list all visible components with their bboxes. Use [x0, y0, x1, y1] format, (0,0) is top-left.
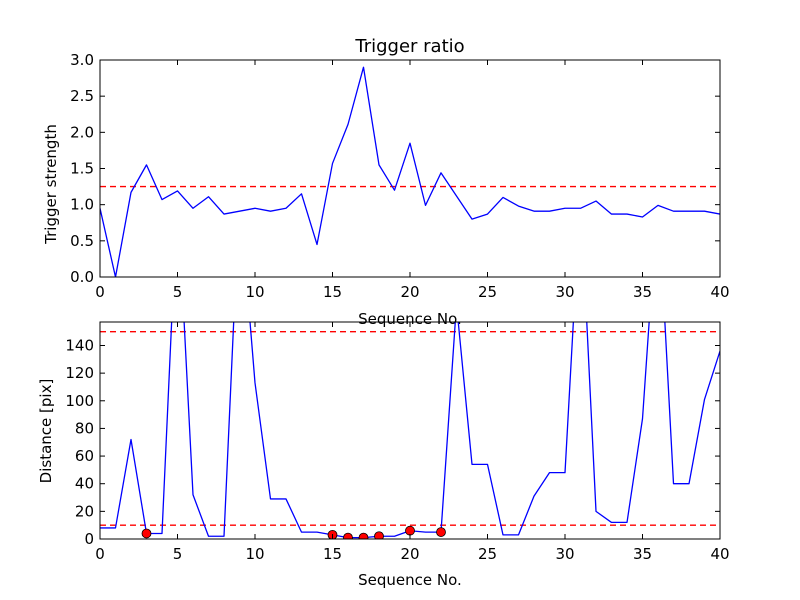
x-tick-label: 0: [95, 545, 105, 563]
x-tick-label: 5: [173, 545, 183, 563]
data-point-marker: [405, 525, 415, 536]
x-tick-label: 15: [323, 545, 342, 563]
data-point-marker: [141, 528, 152, 539]
x-tick-label: 20: [400, 283, 419, 301]
y-tick-label: 0: [84, 530, 94, 548]
plot-content: [100, 322, 720, 539]
axes-frame: [99, 321, 721, 540]
series-line: [100, 66, 720, 277]
distance-panel: Distance [pix] 0 5 10 15 20 25 30 35 40 0 20 40 60 80…: [37, 321, 730, 589]
x-tick-label: 15: [323, 283, 342, 301]
data-point-marker: [436, 527, 446, 537]
data-point-marker: [358, 532, 369, 539]
y-tick-label: 0.0: [70, 268, 94, 286]
y-tick-label: 0.5: [70, 232, 94, 250]
x-tick-label: 0: [95, 283, 105, 301]
y-tick-label: 3.0: [70, 51, 94, 69]
y-tick-label: 100: [65, 392, 94, 410]
x-tick-label: 40: [710, 545, 729, 563]
x-tick-label: 30: [555, 545, 574, 563]
x-tick-label: 5: [173, 283, 183, 301]
y-tick-label: 20: [75, 502, 94, 520]
x-tick-label: 25: [478, 545, 497, 563]
x-axis-label: Sequence No.: [358, 571, 462, 589]
series-line: [100, 322, 720, 539]
y-axis-label: Distance [pix]: [37, 379, 55, 484]
y-tick-label: 40: [75, 475, 94, 493]
axes-frame: [99, 59, 721, 278]
plot-content: [100, 66, 720, 277]
y-tick-label: 1.0: [70, 196, 94, 214]
chart-title: Trigger ratio: [354, 36, 464, 57]
x-tick-label: 20: [400, 545, 419, 563]
trigger-ratio-panel: Trigger ratio Trigger strength 0 5 10 15 20 2…: [42, 36, 730, 328]
x-axis-label: Sequence No.: [358, 310, 462, 328]
distance-plot-area: 0 5 10 15 20 25 30 35 40 0 20 40 60 80 100 120 140: [65, 321, 730, 563]
y-tick-label: 80: [75, 419, 94, 437]
x-tick-label: 35: [633, 283, 652, 301]
x-tick-label: 10: [245, 283, 264, 301]
y-tick-label: 60: [75, 447, 94, 465]
trigger-ratio-plot-area: 0 5 10 15 20 25 30 35 40 0.0 0.5 1.0 1.5 2.0 2.5 3.0: [70, 51, 729, 301]
y-tick-label: 2.5: [70, 87, 94, 105]
x-tick-label: 35: [633, 545, 652, 563]
x-tick-label: 10: [245, 545, 264, 563]
y-tick-label: 2.0: [70, 123, 94, 141]
y-axis-label: Trigger strength: [42, 124, 60, 245]
x-tick-label: 25: [478, 283, 497, 301]
data-point-marker: [374, 531, 384, 539]
x-tick-label: 30: [555, 283, 574, 301]
y-tick-label: 1.5: [70, 160, 94, 178]
y-tick-label: 140: [65, 336, 94, 354]
x-tick-label: 40: [710, 283, 729, 301]
data-point-marker: [343, 532, 353, 539]
y-tick-label: 120: [65, 364, 94, 382]
